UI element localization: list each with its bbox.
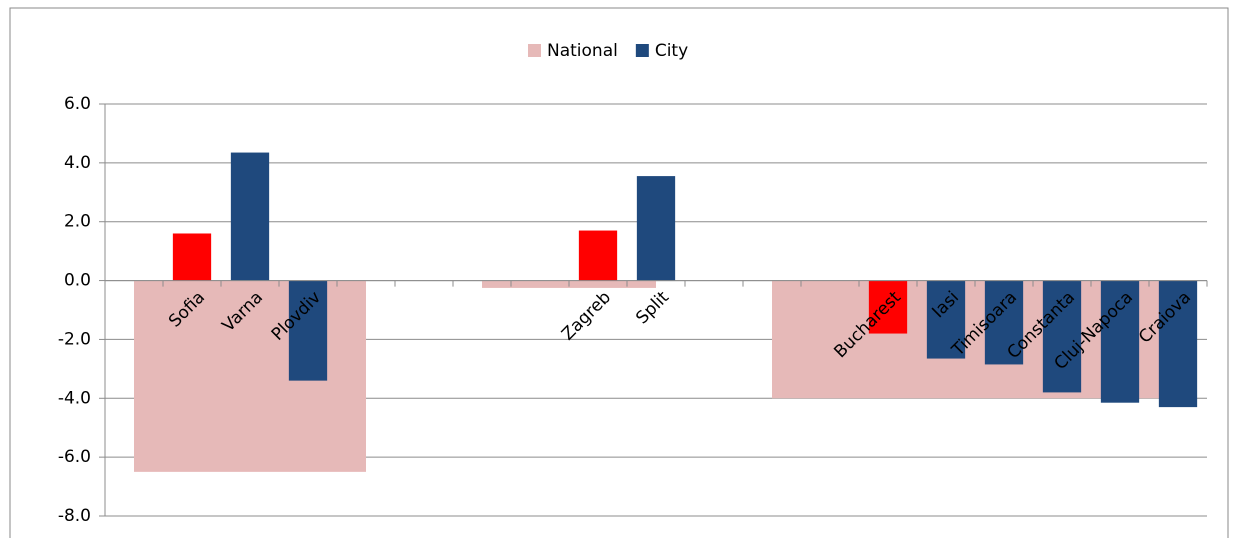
city-bar <box>288 280 328 381</box>
y-tick-label: -8.0 <box>58 506 91 526</box>
city-bar <box>230 152 270 281</box>
y-tick-label: 6.0 <box>64 94 91 114</box>
national-bar <box>801 280 859 399</box>
national-bar <box>134 280 163 472</box>
legend-swatch <box>635 44 649 57</box>
city-bar <box>926 280 966 359</box>
y-tick-label: -2.0 <box>58 329 91 349</box>
city-bar <box>578 230 618 281</box>
national-bar <box>163 280 221 472</box>
national-bar <box>511 280 569 288</box>
national-bar <box>337 280 366 472</box>
city-bar <box>1042 280 1082 393</box>
national-bar <box>772 280 801 399</box>
legend-swatch <box>528 44 541 57</box>
city-bar <box>1158 280 1198 408</box>
y-tick-label: 0.0 <box>64 271 91 291</box>
city-bar <box>636 176 676 281</box>
legend-label: City <box>655 41 688 61</box>
city-bar <box>984 280 1024 365</box>
legend-label: National <box>547 41 618 61</box>
y-tick-label: -6.0 <box>58 447 91 467</box>
national-bar <box>569 280 627 288</box>
city-bar <box>868 280 908 334</box>
national-bar <box>627 280 656 288</box>
y-tick-label: -4.0 <box>58 388 91 408</box>
national-bar <box>221 280 279 472</box>
y-tick-label: 4.0 <box>64 153 91 173</box>
national-bar <box>482 280 511 288</box>
city-bar <box>1100 280 1140 403</box>
city-bar <box>172 233 212 281</box>
y-tick-label: 2.0 <box>64 212 91 232</box>
